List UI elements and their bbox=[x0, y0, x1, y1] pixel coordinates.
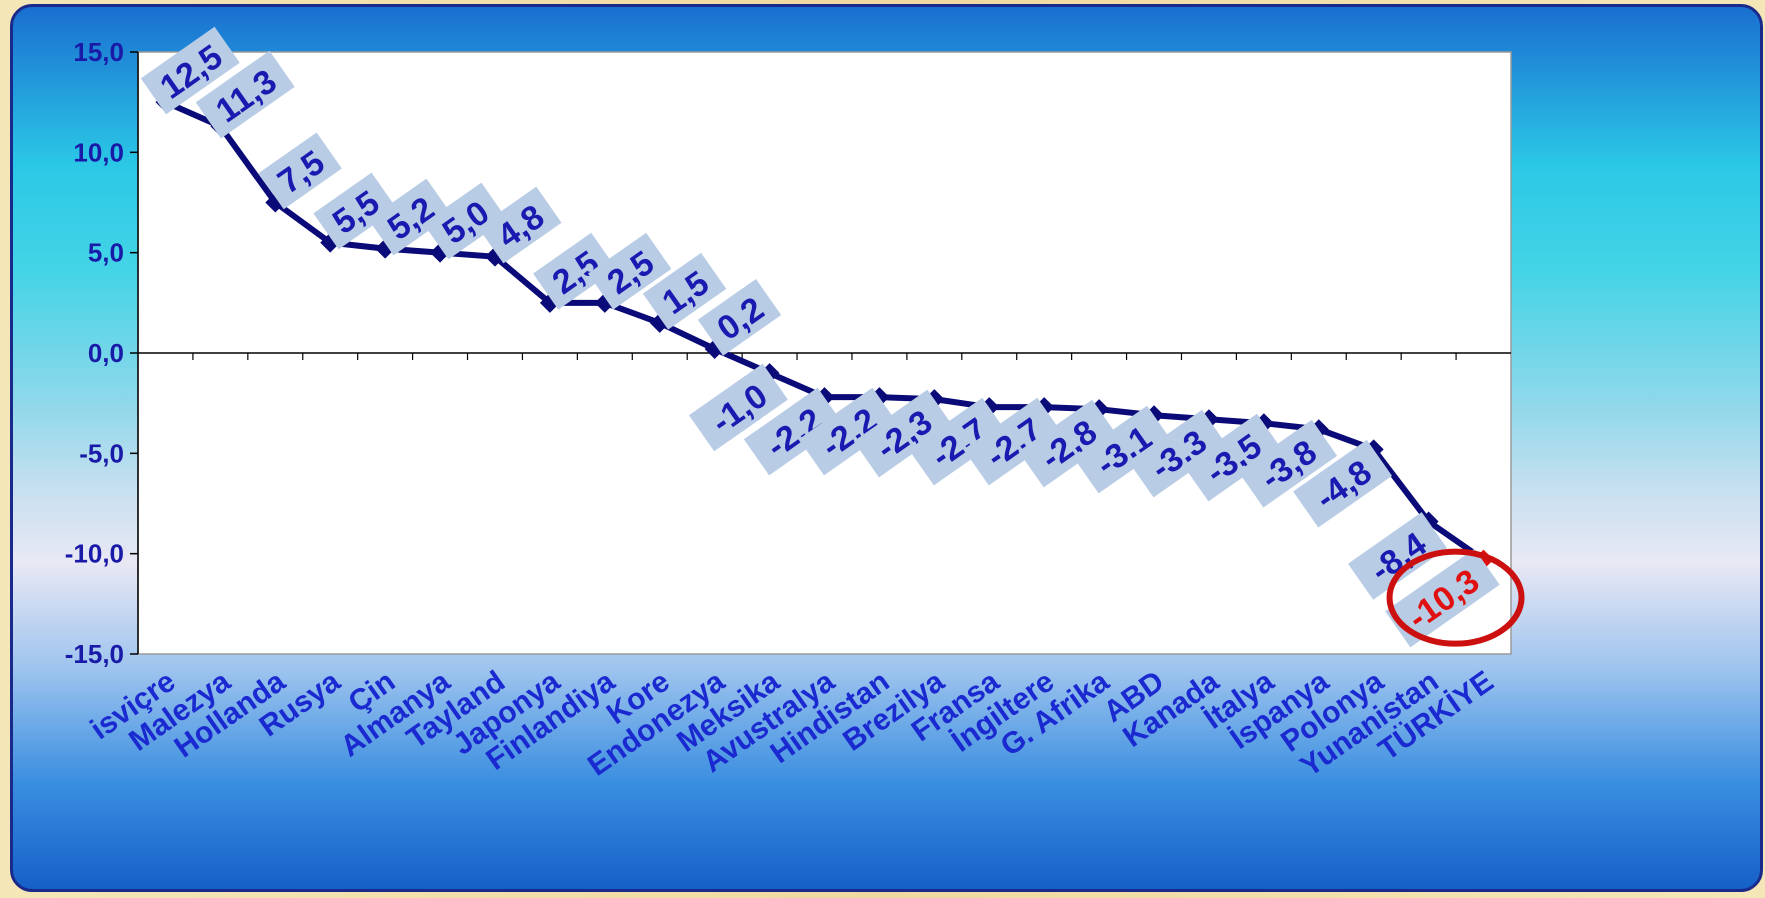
data-label-box bbox=[1293, 439, 1393, 528]
y-tick-label: 5,0 bbox=[88, 238, 124, 268]
data-label-box bbox=[1385, 548, 1500, 648]
y-tick-label: 0,0 bbox=[88, 338, 124, 368]
highlight-circle bbox=[1386, 548, 1525, 647]
data-point-marker bbox=[1034, 397, 1055, 418]
y-tick-label: -10,0 bbox=[65, 539, 124, 569]
data-label-box bbox=[963, 397, 1063, 486]
data-label-box bbox=[1183, 413, 1283, 502]
data-label-box bbox=[140, 26, 240, 115]
data-label-box bbox=[587, 232, 672, 310]
chart-frame: 15,0 10,0 5,0 0,0 -5,0 -10,0 -15,0 12,5 11,3 7,5 5… bbox=[10, 4, 1763, 892]
data-label-box bbox=[743, 387, 843, 476]
data-label-box bbox=[478, 186, 562, 264]
data-label-box bbox=[1128, 409, 1228, 498]
data-label-box bbox=[1238, 419, 1338, 508]
y-tick-label: 15,0 bbox=[73, 37, 124, 67]
data-label-box bbox=[697, 278, 782, 356]
data-label-box bbox=[1018, 399, 1118, 488]
data-label-box bbox=[1073, 405, 1173, 494]
y-tick-label: 10,0 bbox=[73, 137, 124, 167]
data-label-box bbox=[688, 363, 788, 452]
data-label: 4,8 bbox=[478, 186, 562, 264]
data-label-box bbox=[908, 397, 1008, 486]
data-label-box bbox=[368, 178, 452, 256]
data-label-box bbox=[258, 132, 342, 210]
data-label-box bbox=[533, 232, 617, 310]
y-tick-label: -15,0 bbox=[65, 639, 124, 669]
y-tick-label: -5,0 bbox=[79, 438, 124, 468]
data-label-box bbox=[423, 182, 507, 260]
data-label-box bbox=[798, 387, 898, 476]
data-label-box bbox=[195, 50, 295, 139]
data-label-box bbox=[853, 389, 953, 478]
data-label-box bbox=[313, 172, 397, 250]
data-label-box bbox=[642, 252, 727, 330]
line-chart: 15,010,05,00,0-5,0-10,0-15,012,511,37,55… bbox=[65, 26, 1525, 784]
data-label-box bbox=[1347, 512, 1447, 600]
